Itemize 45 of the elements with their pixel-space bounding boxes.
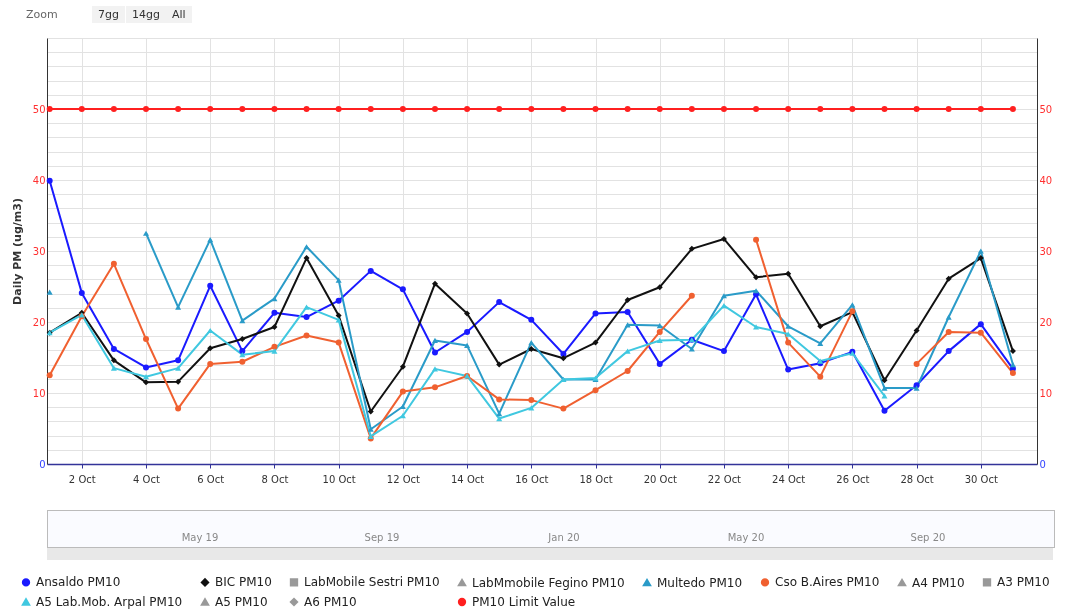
legend-label: A6 PM10 — [304, 595, 357, 609]
y2-tick-label: 20 — [1039, 316, 1053, 328]
text: All — [166, 6, 192, 23]
x-tick-label: 18 Oct — [579, 473, 613, 485]
x-tick-label: 20 Oct — [643, 473, 677, 485]
legend-label: A4 PM10 — [912, 575, 965, 590]
y-tick-label: 0 — [39, 458, 46, 470]
legend-label: Cso B.Aires PM10 — [775, 575, 880, 590]
y2-tick-label: 0 — [1039, 458, 1046, 470]
legend-label: Multedo PM10 — [657, 575, 743, 590]
y2-tick-label: 30 — [1039, 245, 1053, 257]
y2-tick-label: 10 — [1039, 387, 1053, 399]
legend-label: BIC PM10 — [215, 575, 272, 590]
y-tick-label: 50 — [32, 103, 46, 115]
legend-label: A3 PM10 — [997, 575, 1050, 590]
legend-label: PM10 Limit Value — [472, 595, 576, 609]
x-tick-label: 22 Oct — [707, 473, 742, 485]
x-tick-label: 24 Oct — [772, 473, 806, 485]
text: 7gg — [92, 6, 125, 23]
x-tick-label: 6 Oct — [197, 473, 225, 485]
x-tick-label: 28 Oct — [900, 473, 934, 485]
legend-label: Ansaldo PM10 — [36, 575, 121, 590]
legend-label: A5 Lab.Mob. Arpal PM10 — [36, 595, 183, 609]
x-tick-label: 10 Oct — [322, 473, 356, 485]
legend-label: LabMmobile Fegino PM10 — [472, 575, 625, 590]
x-tick-label: 16 Oct — [515, 473, 549, 485]
y-tick-label: 40 — [32, 174, 46, 186]
y2-tick-label: 40 — [1039, 174, 1053, 186]
x-tick-label: 12 Oct — [386, 473, 421, 485]
y2-tick-label: 50 — [1039, 103, 1053, 115]
legend-label: LabMobile Sestri PM10 — [304, 575, 440, 590]
text: 14gg — [126, 6, 166, 23]
y-tick-label: 30 — [32, 245, 46, 257]
x-tick-label: 26 Oct — [836, 473, 870, 485]
x-tick-label: 2 Oct — [68, 473, 96, 485]
x-tick-label: 8 Oct — [261, 473, 289, 485]
legend-label: A5 PM10 — [215, 595, 268, 609]
x-tick-label: 30 Oct — [964, 473, 998, 485]
y-axis-title: Daily PM (ug/m3) — [10, 198, 24, 305]
y-tick-label: 10 — [32, 387, 46, 399]
navigator: May 19 Sep 19 Jan 20 May 20 Sep 20 — [47, 510, 1053, 560]
y-tick-label: 20 — [32, 316, 46, 328]
x-tick-label: 4 Oct — [133, 473, 160, 485]
text: Zoom — [26, 8, 58, 21]
x-tick-label: 14 Oct — [450, 473, 485, 485]
